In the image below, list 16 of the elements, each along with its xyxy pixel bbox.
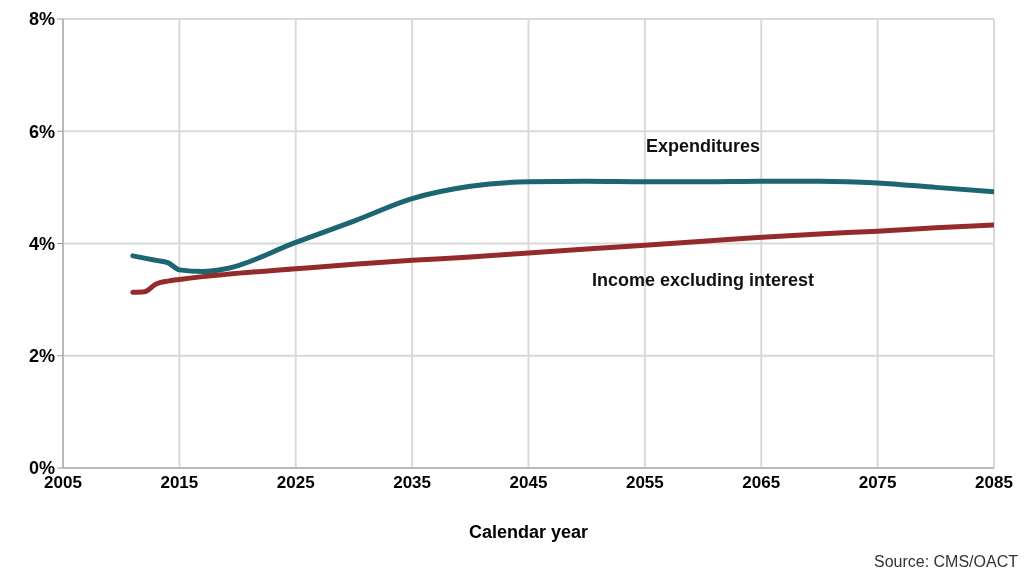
y-tick-label: 4%	[28, 233, 55, 254]
y-tick-label: 6%	[28, 121, 55, 142]
y-tick-label: 2%	[28, 346, 55, 367]
x-tick-label: 2045	[509, 473, 548, 493]
source-note: Source: CMS/OACT	[873, 553, 1018, 571]
x-tick-label: 2035	[393, 473, 432, 493]
x-tick-label: 2025	[276, 473, 315, 493]
x-tick-label: 2065	[742, 473, 781, 493]
x-tick-label: 2055	[625, 473, 664, 493]
x-axis-title: Calendar year	[468, 522, 589, 542]
x-tick-label: 2075	[858, 473, 897, 493]
y-tick-label: 8%	[28, 9, 55, 30]
series-label: Expenditures	[646, 135, 761, 156]
x-tick-label: 2085	[975, 473, 1013, 493]
series-label: Income excluding interest	[592, 270, 815, 291]
x-tick-label: 2015	[160, 473, 199, 493]
